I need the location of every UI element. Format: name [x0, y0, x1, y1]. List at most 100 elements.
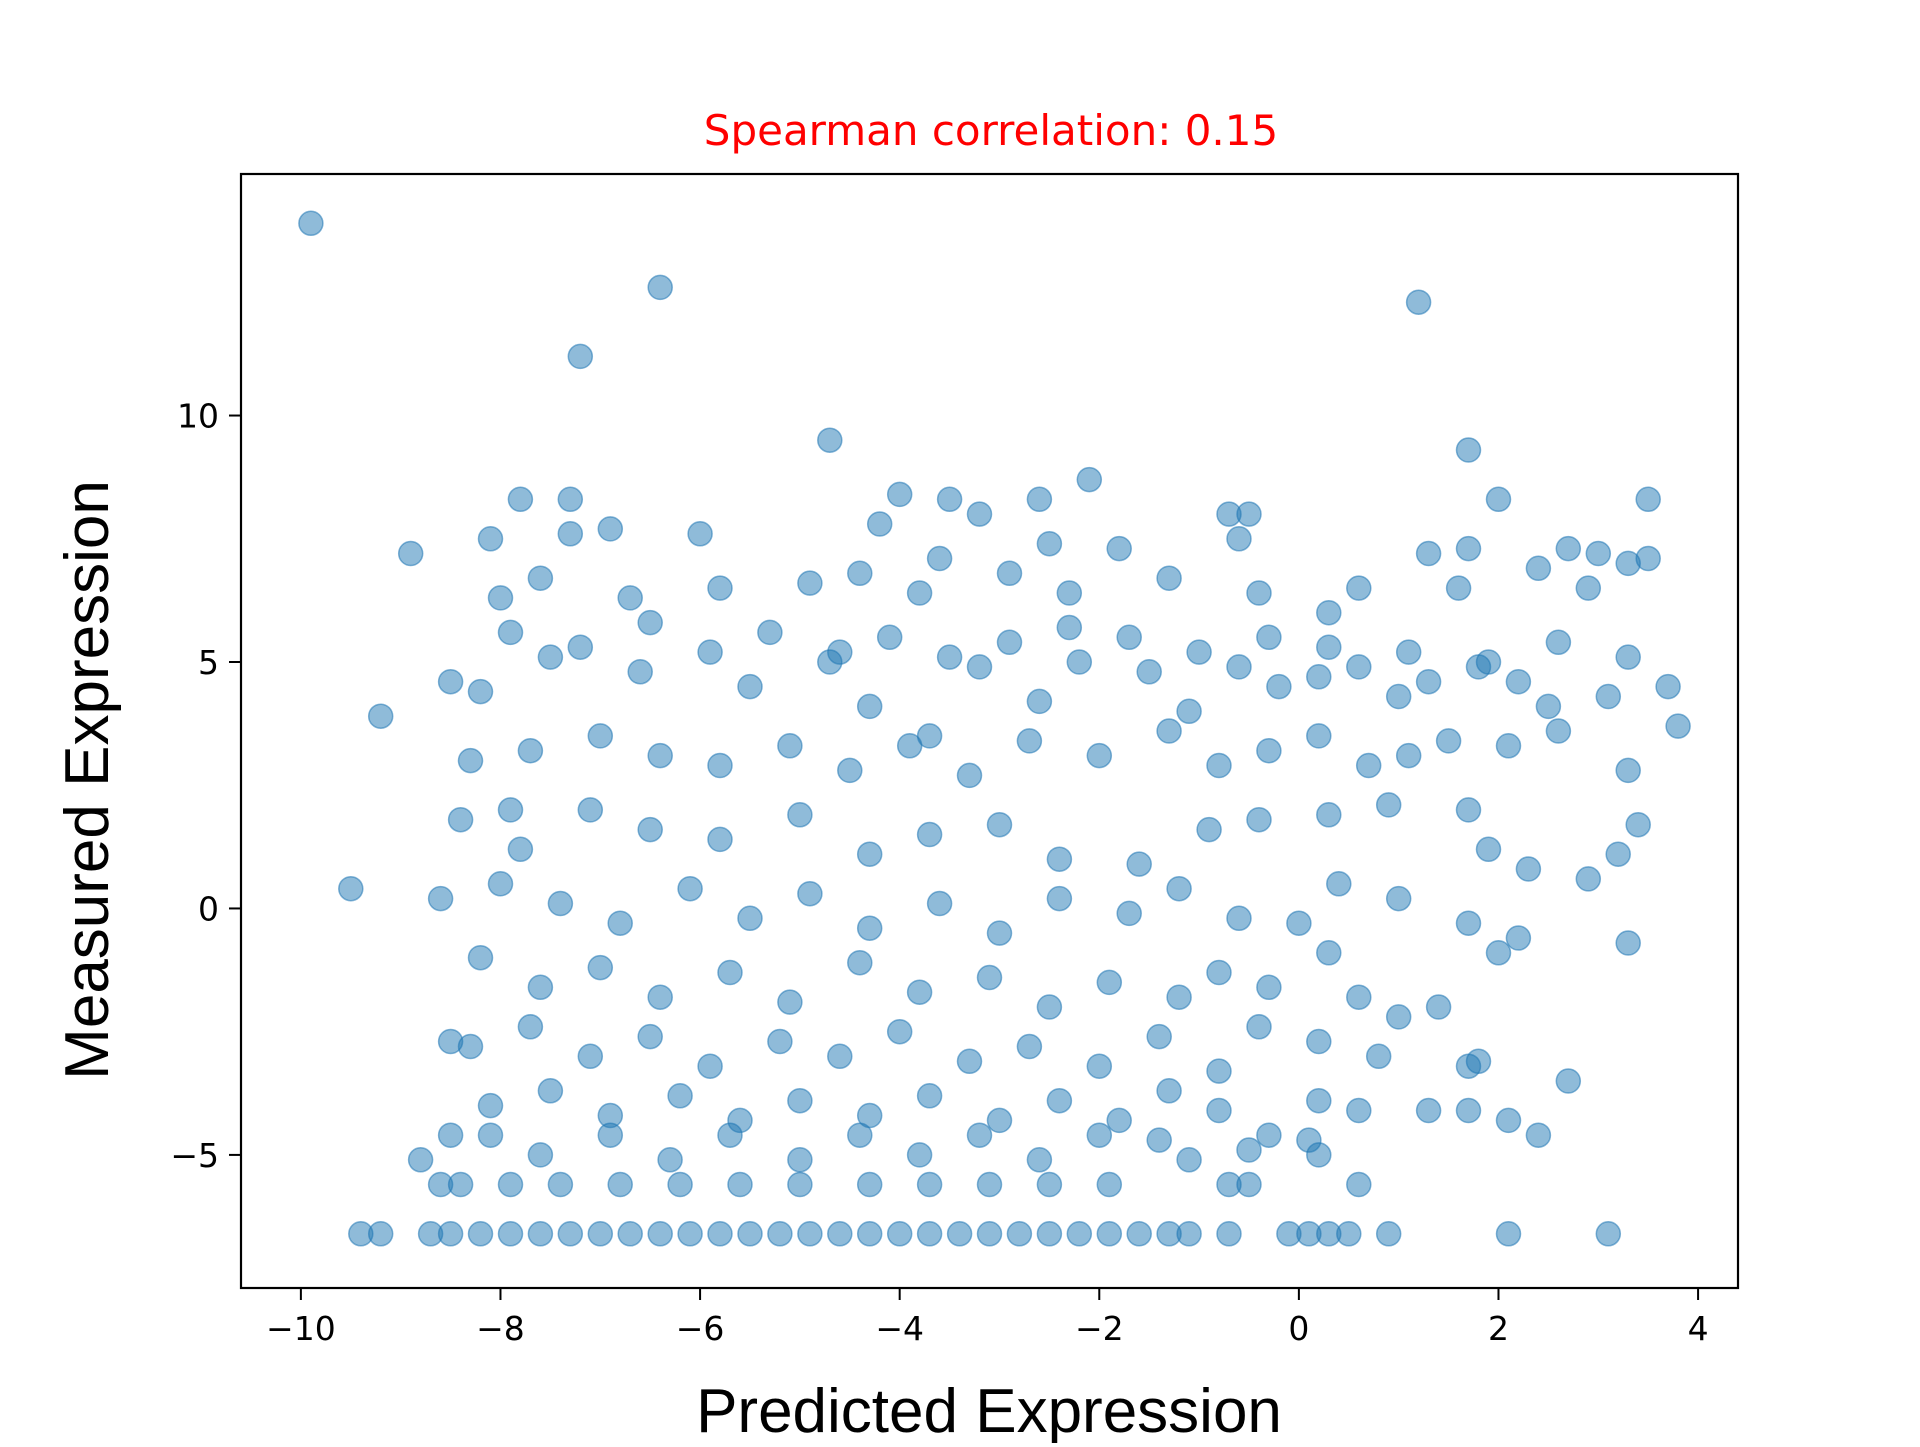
data-point — [697, 1053, 723, 1079]
data-point — [1545, 718, 1572, 744]
data-point — [1346, 654, 1372, 680]
data-point — [966, 654, 993, 680]
data-point — [367, 703, 394, 729]
data-point — [707, 1221, 733, 1247]
data-point — [1166, 875, 1192, 902]
data-point — [737, 905, 763, 932]
data-point — [976, 1171, 1003, 1198]
data-point — [1196, 816, 1222, 843]
x-tick-label: 4 — [1688, 1309, 1709, 1348]
data-point — [1206, 959, 1232, 986]
data-point — [996, 560, 1023, 587]
data-point — [1346, 1097, 1372, 1124]
data-point — [1665, 713, 1691, 739]
data-point — [1146, 1127, 1172, 1153]
data-point — [507, 836, 534, 863]
data-point — [467, 944, 494, 971]
data-point — [657, 1147, 683, 1173]
data-point — [966, 501, 993, 527]
y-axis-ticks: −5 0 5 10 — [170, 397, 241, 1175]
data-point — [1166, 984, 1192, 1010]
data-point — [477, 526, 504, 552]
data-point — [707, 752, 733, 779]
data-point — [847, 1122, 873, 1148]
data-point — [717, 959, 743, 986]
data-point — [866, 511, 893, 537]
data-point — [1156, 1078, 1182, 1104]
data-point — [886, 1018, 913, 1045]
data-point — [1226, 654, 1252, 680]
data-point — [1306, 1142, 1332, 1168]
data-point — [916, 1171, 943, 1198]
data-point — [1016, 728, 1043, 754]
data-point — [1016, 1033, 1043, 1060]
data-point — [906, 979, 933, 1005]
data-point — [1475, 836, 1502, 863]
data-point — [1236, 501, 1262, 527]
data-point — [1316, 940, 1342, 966]
data-point — [737, 673, 763, 700]
data-point — [497, 619, 524, 646]
data-point — [497, 1171, 524, 1198]
data-point — [856, 841, 883, 867]
data-point — [1246, 1014, 1272, 1040]
data-point — [847, 560, 873, 587]
data-point — [787, 1147, 813, 1173]
data-point — [1346, 984, 1372, 1010]
data-point — [1226, 905, 1252, 932]
data-point — [1415, 540, 1442, 567]
data-point — [727, 1171, 753, 1198]
data-point — [1445, 575, 1472, 601]
data-point — [1226, 526, 1252, 552]
data-point — [1336, 1221, 1362, 1247]
data-point — [886, 481, 913, 508]
data-point — [1306, 1087, 1332, 1114]
data-point — [1525, 1122, 1552, 1148]
data-point — [856, 693, 883, 720]
data-point — [1256, 974, 1282, 1001]
data-point — [547, 890, 574, 917]
data-point — [447, 1171, 474, 1198]
data-point — [1026, 688, 1053, 715]
data-point — [577, 797, 604, 823]
data-point — [787, 802, 813, 828]
data-point — [1316, 634, 1342, 660]
data-point — [607, 1171, 633, 1198]
data-point — [1026, 486, 1053, 513]
data-point — [1525, 555, 1552, 582]
data-point — [1485, 486, 1512, 513]
data-point — [1355, 752, 1382, 779]
data-point — [497, 1221, 524, 1247]
data-point — [298, 210, 324, 237]
data-point — [1585, 540, 1612, 567]
data-point — [817, 649, 843, 675]
data-point — [926, 545, 953, 572]
data-point — [1116, 624, 1142, 651]
data-point — [567, 343, 594, 370]
data-point — [527, 974, 554, 1001]
data-point — [916, 1221, 943, 1247]
data-point — [1405, 289, 1432, 315]
data-point — [787, 1171, 813, 1198]
data-point — [717, 1122, 743, 1148]
data-point — [587, 954, 614, 981]
data-point — [1256, 737, 1282, 764]
data-point — [407, 1147, 434, 1173]
data-point — [926, 890, 953, 917]
data-point — [986, 1107, 1013, 1134]
data-point — [1176, 698, 1202, 725]
data-point — [647, 1221, 673, 1247]
data-point — [1076, 466, 1103, 493]
data-point — [1455, 535, 1482, 562]
data-point — [477, 1122, 504, 1148]
x-axis-ticks: −10 −8 −6 −4 −2 0 2 4 — [266, 1288, 1709, 1348]
data-point — [797, 570, 823, 596]
data-point — [1096, 1171, 1123, 1198]
data-point — [1375, 792, 1402, 818]
data-point — [677, 875, 703, 902]
data-point — [986, 920, 1013, 946]
data-point — [517, 737, 544, 764]
data-point — [1595, 683, 1622, 710]
data-point — [697, 639, 723, 665]
data-point — [767, 1028, 793, 1055]
